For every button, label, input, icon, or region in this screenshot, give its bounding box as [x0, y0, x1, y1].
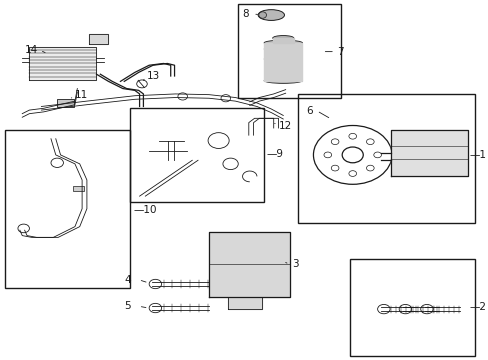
Polygon shape	[228, 297, 261, 309]
Polygon shape	[264, 43, 302, 81]
Text: 4: 4	[124, 275, 131, 285]
Bar	[73, 186, 84, 192]
Text: —2: —2	[468, 302, 485, 312]
Bar	[57, 99, 74, 107]
Polygon shape	[208, 232, 290, 297]
Polygon shape	[29, 47, 96, 80]
Text: —10: —10	[134, 206, 157, 216]
Ellipse shape	[258, 10, 284, 21]
Text: 8: 8	[242, 9, 249, 19]
Ellipse shape	[264, 40, 302, 46]
Text: 5: 5	[124, 301, 131, 311]
Text: 3: 3	[291, 259, 298, 269]
Ellipse shape	[272, 36, 293, 40]
Text: —1: —1	[468, 150, 485, 160]
Text: 11: 11	[75, 90, 88, 100]
Text: —9: —9	[266, 149, 283, 159]
Polygon shape	[272, 38, 293, 43]
Polygon shape	[89, 34, 108, 44]
Text: 14: 14	[24, 45, 38, 55]
Text: 12: 12	[278, 121, 291, 131]
Polygon shape	[390, 130, 467, 176]
Text: 7: 7	[336, 46, 343, 57]
Ellipse shape	[258, 12, 266, 18]
Text: 13: 13	[146, 71, 160, 81]
Ellipse shape	[264, 78, 302, 84]
Text: 6: 6	[305, 106, 312, 116]
